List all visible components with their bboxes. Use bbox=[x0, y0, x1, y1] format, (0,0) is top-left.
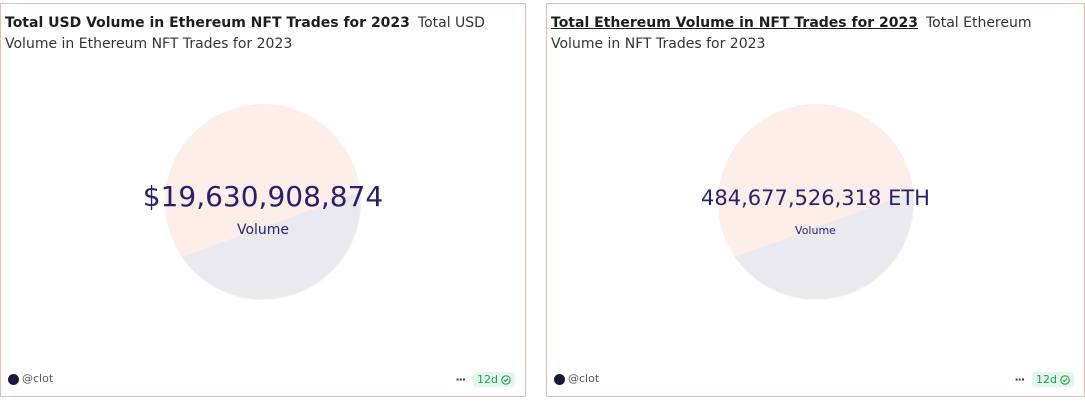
age: 12d bbox=[1036, 373, 1057, 386]
widget-subtitle: Total Ethereum Volume in NFT Trades for … bbox=[551, 15, 1032, 52]
age-badge: 12d bbox=[473, 372, 515, 387]
avatar[interactable] bbox=[554, 373, 565, 385]
age-badge: 12d bbox=[1032, 372, 1074, 387]
counter-label: Volume bbox=[236, 222, 290, 238]
check-icon bbox=[1060, 374, 1070, 385]
widget-title[interactable]: Total Ethereum Volume in NFT Trades for … bbox=[551, 15, 918, 31]
counter-background bbox=[717, 104, 914, 300]
counter-value: 484,677,526,318 ETH bbox=[701, 186, 930, 210]
widget-header: Total USD Volume in Ethereum NFT Trades … bbox=[5, 13, 495, 55]
avatar[interactable] bbox=[8, 373, 19, 385]
widget-subtitle: Total USD Volume in Ethereum NFT Trades … bbox=[5, 15, 485, 52]
widget-footer: @clot ··· 12d bbox=[554, 372, 1074, 388]
widget-card: Total USD Volume in Ethereum NFT Trades … bbox=[0, 3, 526, 397]
menu-button[interactable]: ··· bbox=[1014, 373, 1025, 386]
menu-button[interactable]: ··· bbox=[455, 373, 466, 386]
widget-footer: @clot ··· 12d bbox=[8, 372, 515, 388]
widget-header: Total Ethereum Volume in NFT Trades for … bbox=[551, 13, 1054, 55]
check-icon bbox=[501, 374, 511, 385]
age: 12d bbox=[477, 373, 498, 386]
author[interactable]: @clot bbox=[22, 372, 54, 385]
counter-value: $19,630,908,874 bbox=[142, 180, 384, 213]
counter-label: Volume bbox=[795, 224, 836, 237]
author[interactable]: @clot bbox=[568, 372, 600, 385]
widget-title[interactable]: Total USD Volume in Ethereum NFT Trades … bbox=[5, 15, 410, 31]
widget-card: Total Ethereum Volume in NFT Trades for … bbox=[546, 3, 1085, 397]
counter-background bbox=[165, 104, 361, 300]
